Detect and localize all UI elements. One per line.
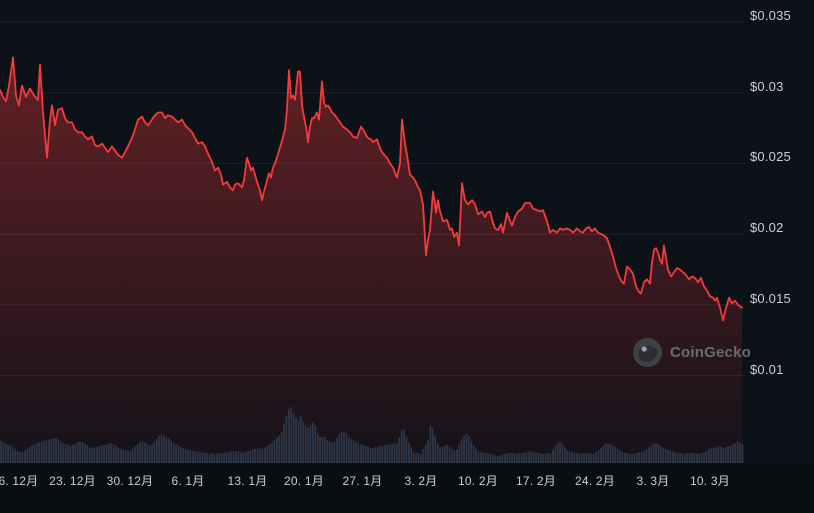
x-axis-label: 10. 2月 (458, 474, 498, 488)
x-axis-label: 16. 12月 (0, 474, 39, 488)
x-axis-label: 3. 3月 (636, 474, 670, 488)
x-axis-label: 3. 2月 (404, 474, 438, 488)
x-axis-label: 24. 2月 (575, 474, 615, 488)
x-axis-label: 17. 2月 (516, 474, 556, 488)
x-axis-label: 30. 12月 (106, 474, 154, 488)
x-axis-strip (0, 463, 814, 513)
x-axis-label: 6. 1月 (171, 474, 205, 488)
x-axis-label: 10. 3月 (690, 474, 730, 488)
x-axis-label: 23. 12月 (49, 474, 96, 488)
y-axis-label: $0.02 (750, 220, 784, 236)
x-axis-label: 27. 1月 (342, 474, 383, 488)
y-axis-label: $0.01 (750, 361, 784, 377)
y-axis-label: $0.035 (750, 8, 791, 23)
y-axis-label: $0.03 (750, 78, 784, 94)
y-axis-label: $0.025 (750, 149, 791, 165)
x-axis: 16. 12月 23. 12月 30. 12月 6. 1月 13. 1月 20.… (0, 463, 745, 497)
y-axis-label: $0.015 (750, 290, 791, 306)
x-axis-label: 20. 1月 (284, 474, 324, 488)
x-axis-label: 13. 1月 (227, 474, 268, 488)
